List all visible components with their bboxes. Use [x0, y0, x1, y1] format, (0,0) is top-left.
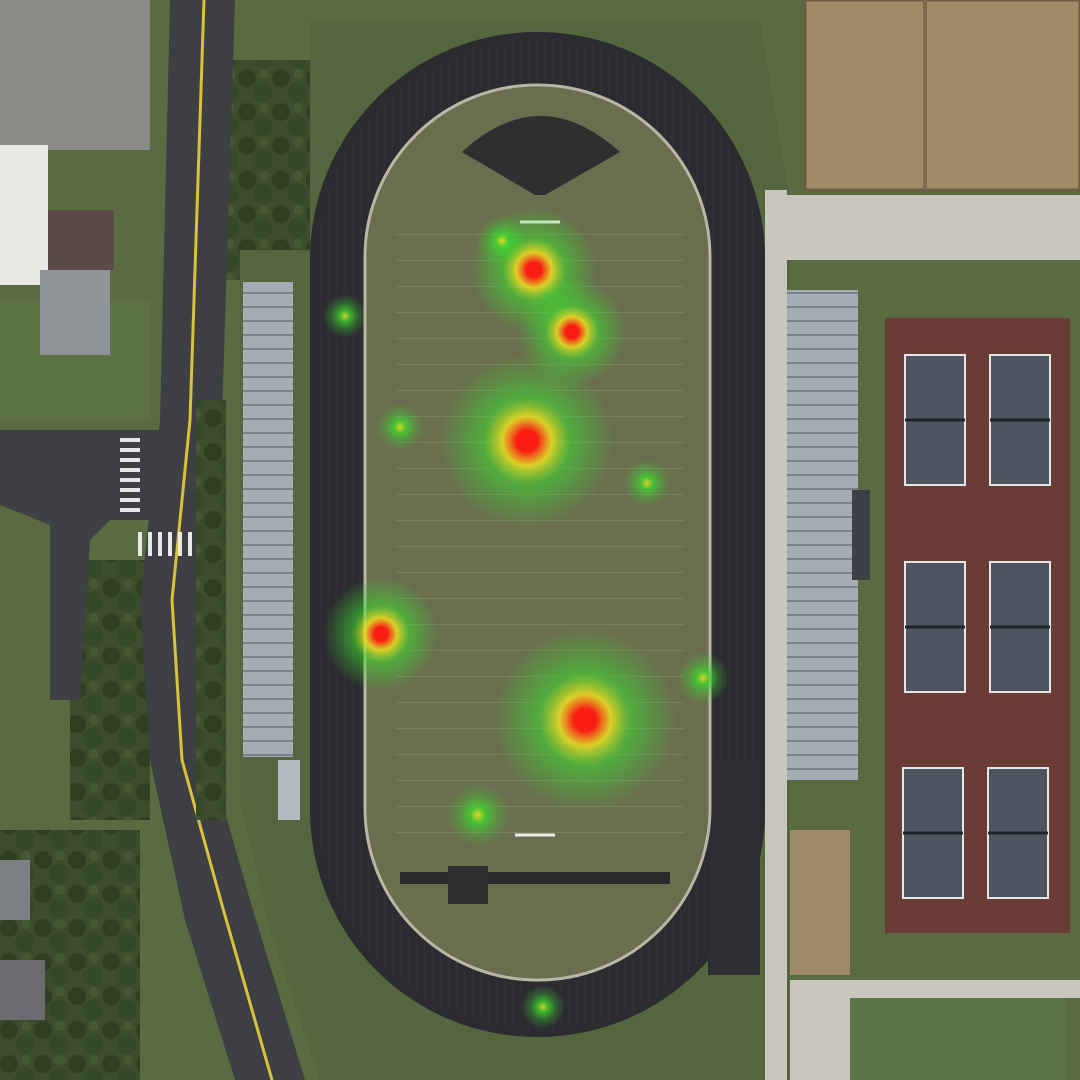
walkway — [790, 995, 850, 1080]
bleachers-west — [243, 282, 293, 757]
heat-spot — [677, 652, 729, 704]
school-building-roof — [803, 0, 1080, 192]
house-roof — [0, 860, 30, 920]
tree-cluster — [215, 60, 325, 280]
heat-spot — [521, 985, 565, 1029]
heat-spot — [323, 576, 439, 692]
side-street — [0, 430, 175, 700]
concession-roof — [790, 830, 850, 975]
lawn-east — [850, 998, 1065, 1080]
walkway — [765, 195, 1080, 260]
heat-spot — [446, 783, 510, 847]
parking-lot — [0, 0, 150, 150]
press-box-east — [852, 490, 870, 580]
heat-spot — [439, 353, 615, 529]
d-zone — [462, 116, 620, 195]
heat-spot — [323, 294, 367, 338]
track-straight-east — [708, 760, 760, 975]
heat-spot — [492, 627, 678, 813]
tennis-nets — [903, 418, 1050, 835]
press-box-west — [278, 760, 300, 820]
house-roof — [48, 210, 114, 270]
walkway — [765, 190, 787, 1080]
heat-spot — [476, 215, 528, 267]
main-road — [140, 0, 305, 1080]
house-roof — [0, 960, 45, 1020]
heat-spot — [623, 459, 671, 507]
house-roof — [0, 145, 48, 285]
crosswalk — [120, 438, 140, 512]
tree-row — [196, 400, 226, 820]
scoreboard — [400, 872, 670, 884]
walkway — [790, 980, 1080, 998]
crosswalk — [138, 532, 192, 556]
heatmap-overlay — [323, 206, 729, 1029]
house-roof — [40, 270, 110, 355]
scoreboard-base — [448, 866, 488, 904]
heat-spot — [376, 403, 424, 451]
road-center-line — [170, 0, 274, 1080]
bleachers-east — [780, 290, 858, 780]
